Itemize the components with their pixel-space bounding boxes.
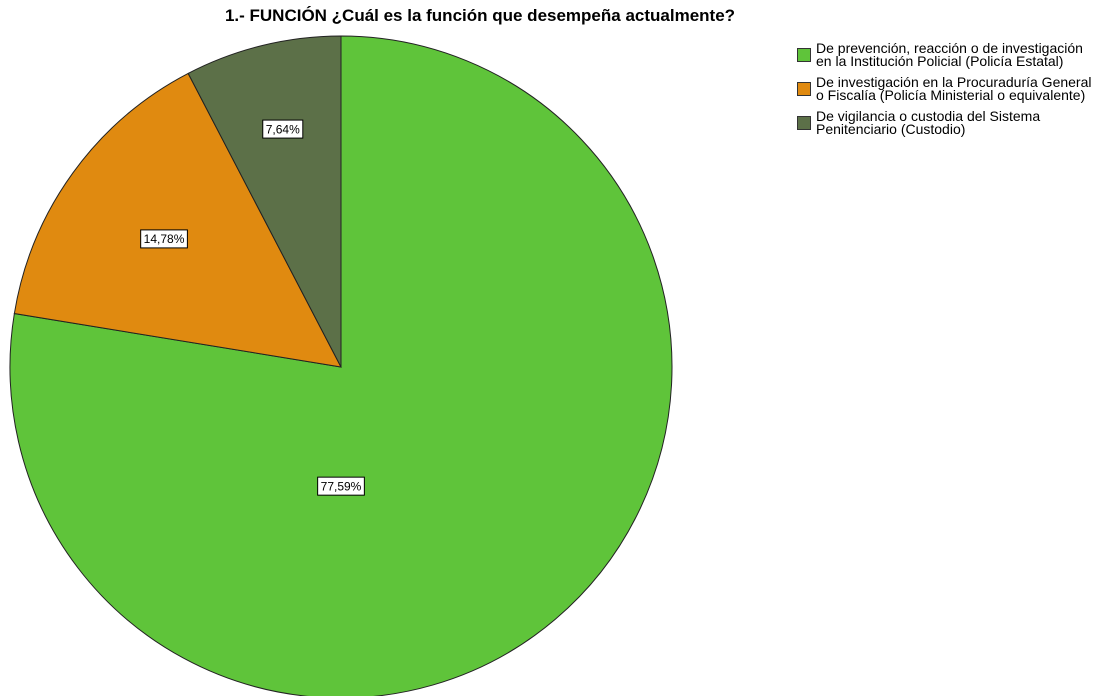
data-label-text: 7,64% bbox=[266, 122, 300, 136]
pie-slice bbox=[187, 35, 342, 368]
legend-item: De investigación en la Procuraduría Gene… bbox=[797, 74, 1097, 103]
legend-item: De prevención, reacción o de investigaci… bbox=[797, 40, 1097, 69]
legend-swatch bbox=[797, 82, 811, 96]
data-label-box bbox=[140, 229, 188, 249]
data-label-box bbox=[317, 476, 365, 496]
legend-label: De investigación en la Procuraduría Gene… bbox=[816, 74, 1092, 103]
data-label: 7,64% bbox=[262, 119, 304, 139]
legend-item: De vigilancia o custodia del Sistema Pen… bbox=[797, 108, 1097, 137]
chart-title: 1.- FUNCIÓN ¿Cuál es la función que dese… bbox=[224, 6, 736, 25]
pie-slice bbox=[13, 72, 342, 368]
data-label-text: 14,78% bbox=[144, 232, 185, 246]
legend-label: De prevención, reacción o de investigaci… bbox=[816, 40, 1083, 69]
data-label-text: 77,59% bbox=[321, 479, 362, 493]
legend-swatch bbox=[797, 116, 811, 130]
pie-slice bbox=[9, 35, 673, 696]
legend-label: De vigilancia o custodia del Sistema Pen… bbox=[816, 108, 1041, 137]
data-label: 77,59% bbox=[317, 476, 365, 496]
legend: De prevención, reacción o de investigaci… bbox=[797, 40, 1097, 144]
data-label-box bbox=[262, 119, 304, 139]
legend-swatch bbox=[797, 48, 811, 62]
data-label: 14,78% bbox=[140, 229, 188, 249]
